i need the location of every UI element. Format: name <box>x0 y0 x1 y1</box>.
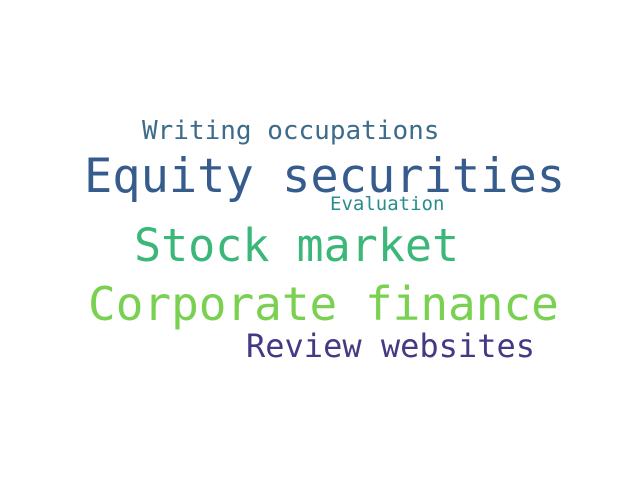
word-stock-market: Stock market <box>134 219 460 272</box>
word-writing-occupations: Writing occupations <box>142 116 440 146</box>
word-corporate-finance: Corporate finance <box>88 277 559 331</box>
word-review-websites: Review websites <box>246 327 535 365</box>
word-evaluation: Evaluation <box>330 193 445 215</box>
word-equity-securities: Equity securities <box>84 149 566 204</box>
